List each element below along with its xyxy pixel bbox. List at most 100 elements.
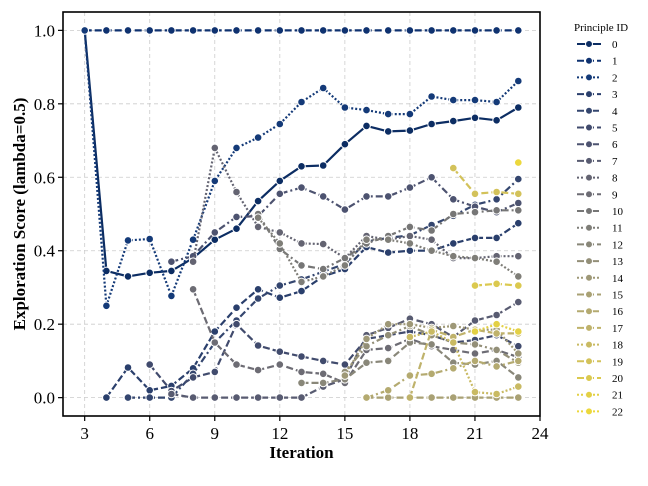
data-point [470,233,480,243]
data-point [275,189,285,199]
data-point [514,272,523,281]
data-point [470,387,480,397]
data-point [210,235,220,244]
data-point [383,26,393,35]
data-point [427,369,436,379]
data-point [210,367,220,377]
legend-label: 19 [612,356,624,368]
data-point [297,162,306,171]
data-point [470,113,480,123]
legend-label: 11 [612,223,623,235]
series-2 [80,26,523,311]
legend-label: 14 [612,273,624,285]
y-tick-label: 0.2 [34,315,55,334]
data-point [297,239,306,248]
data-point [362,235,371,244]
legend-item: 8 [577,173,618,185]
legend-item: 4 [577,106,618,118]
data-point [470,26,480,35]
data-point [514,76,523,86]
data-point [383,386,393,395]
legend-marker [585,357,593,366]
data-point [275,228,285,237]
data-point [492,195,501,204]
data-point [297,261,306,270]
legend-label: 3 [612,89,618,101]
data-point [253,133,263,142]
data-point [514,393,523,402]
legend-item: 12 [577,239,623,251]
series-11 [253,213,523,287]
data-point [318,192,328,201]
series-line [452,167,519,195]
legend-title: Principle ID [574,22,628,34]
legend-marker [585,340,593,349]
data-point [188,393,198,402]
data-point [470,95,480,105]
data-point [275,119,285,129]
data-point [232,212,241,222]
data-point [123,363,133,372]
data-point [449,364,458,373]
legend-item: 18 [577,340,624,352]
data-point [514,158,523,167]
series-20 [470,279,523,290]
y-axis-title: Exploration Score (lambda=0.5) [10,98,29,331]
legend-label: 8 [612,173,618,185]
legend-item: 2 [577,72,618,84]
data-point [383,235,393,244]
data-point [253,294,263,303]
data-point [362,393,371,402]
data-point [470,327,480,336]
legend-marker [585,223,593,232]
legend-item: 1 [577,56,618,68]
data-point [275,293,285,303]
legend-marker [585,190,593,199]
data-point [470,207,480,217]
data-point [405,239,415,248]
data-point [427,235,436,244]
data-point [275,393,285,402]
x-tick-label: 3 [80,424,89,443]
data-point [297,183,306,192]
data-point [232,360,241,369]
series-4 [123,174,523,402]
legend-item: 5 [577,123,618,135]
y-tick-label: 0.6 [34,168,55,187]
series-line [105,222,519,399]
data-point [123,272,133,281]
data-point [492,206,501,215]
legend-label: 10 [612,206,624,218]
data-point [405,26,415,35]
y-axis: 0.0 0.2 0.4 0.6 0.8 1.0 [34,21,63,408]
legend-marker [585,73,593,82]
data-point [405,371,415,380]
data-point [405,109,415,119]
data-point [427,173,436,182]
y-tick-label: 0.4 [34,242,56,261]
y-tick-label: 0.0 [34,389,55,408]
data-point [514,382,523,391]
legend-label: 13 [612,256,624,268]
data-point [340,371,350,380]
data-point [405,222,415,232]
legend-item: 20 [577,373,624,385]
legend-label: 21 [612,390,623,402]
data-point [449,26,458,35]
x-tick-label: 24 [532,424,550,443]
data-point [492,26,501,35]
data-point [232,224,241,233]
data-point [449,321,458,331]
data-point [232,319,241,329]
data-point [318,239,328,249]
data-point [449,116,458,126]
data-point [145,234,154,244]
legend-marker [585,407,593,416]
legend-item: 3 [577,89,618,101]
data-point [492,345,501,355]
data-point [492,187,501,197]
data-point [470,281,480,290]
series-1 [80,26,523,35]
series-layer [80,26,523,402]
